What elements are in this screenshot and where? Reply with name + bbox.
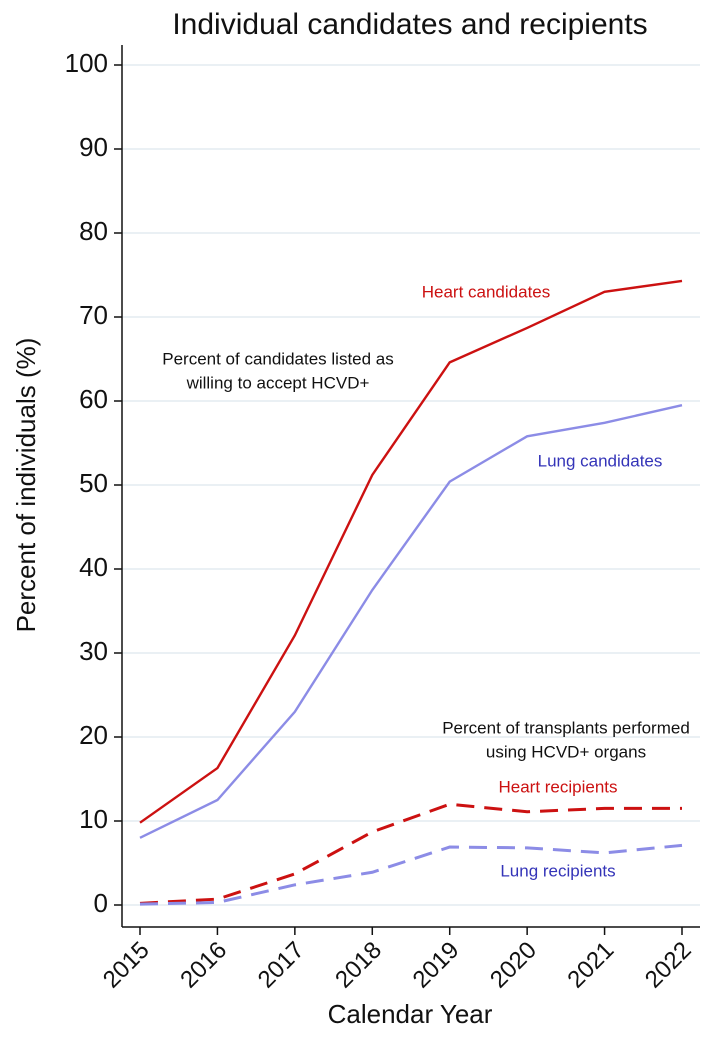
x-tick-label: 2021: [562, 937, 619, 994]
series-label: Lung recipients: [500, 861, 615, 880]
x-tick-label: 2020: [485, 937, 542, 994]
y-tick-label: 100: [65, 48, 108, 78]
annotation: Percent of candidates listed as: [162, 349, 394, 368]
line-series: [139, 404, 683, 839]
x-tick-label: 2018: [330, 937, 387, 994]
x-tick-label: 2016: [175, 937, 232, 994]
y-tick-label: 20: [79, 720, 108, 750]
annotation: Percent of transplants performed: [442, 718, 690, 737]
y-axis-label: Percent of individuals (%): [11, 338, 41, 633]
series-label: Heart candidates: [422, 282, 551, 301]
y-tick-label: 90: [79, 132, 108, 162]
x-tick-label: 2015: [98, 937, 155, 994]
x-tick-label: 2019: [408, 937, 465, 994]
y-tick-label: 0: [94, 888, 108, 918]
series-label: Lung candidates: [538, 451, 663, 470]
line-series: [139, 279, 683, 824]
annotation: willing to accept HCVD+: [186, 373, 370, 392]
y-tick-label: 70: [79, 300, 108, 330]
series-label: Heart recipients: [498, 777, 617, 796]
y-tick-label: 10: [79, 804, 108, 834]
y-tick-label: 60: [79, 384, 108, 414]
y-tick-label: 80: [79, 216, 108, 246]
chart-title: Individual candidates and recipients: [172, 8, 647, 41]
y-tick-label: 30: [79, 636, 108, 666]
annotation: using HCVD+ organs: [486, 742, 646, 761]
x-tick-label: 2022: [640, 937, 697, 994]
line-series: [139, 843, 683, 906]
x-axis-label: Calendar Year: [328, 999, 493, 1029]
x-tick-label: 2017: [253, 937, 310, 994]
y-tick-label: 50: [79, 468, 108, 498]
line-series: [139, 802, 682, 905]
y-tick-label: 40: [79, 552, 108, 582]
